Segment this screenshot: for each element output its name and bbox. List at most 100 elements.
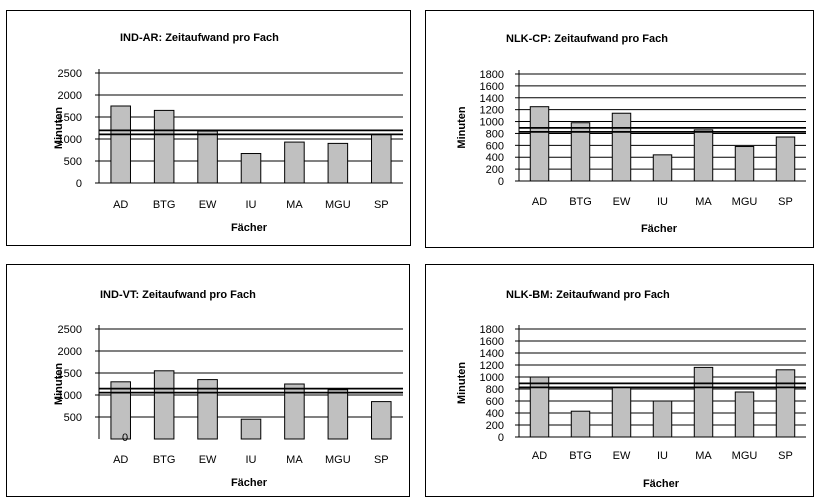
x-tick-label: MGU bbox=[325, 199, 351, 211]
x-tick-label: SP bbox=[374, 199, 389, 211]
y-tick-label: 600 bbox=[486, 396, 504, 408]
x-tick-label: EW bbox=[613, 196, 631, 208]
bar-iu bbox=[652, 154, 673, 182]
y-tick-label: 1500 bbox=[58, 112, 82, 124]
x-tick-label: BTG bbox=[153, 199, 176, 211]
bar-iu bbox=[240, 153, 262, 184]
y-tick-label: 200 bbox=[486, 164, 504, 176]
bar-iu bbox=[652, 400, 673, 438]
y-tick-label: 2000 bbox=[58, 346, 82, 358]
x-tick-label: IU bbox=[657, 196, 668, 208]
bar-sp bbox=[371, 134, 392, 184]
bar-mgu bbox=[327, 389, 349, 440]
y-tick-label: 2000 bbox=[58, 90, 82, 102]
chart-panel-nlk-cp: NLK-CP: Zeitaufwand pro Fach 1800 1600 1400… bbox=[425, 10, 814, 248]
y-tick-label: 800 bbox=[486, 384, 504, 396]
chart-svg: NLK-BM: Zeitaufwand pro Fach 180016001400… bbox=[456, 289, 806, 490]
bar-btg bbox=[153, 109, 175, 184]
x-tick-label: EW bbox=[199, 454, 217, 466]
y-tick-label: 400 bbox=[486, 152, 504, 164]
bar-ma bbox=[284, 141, 305, 184]
y-tick-label: 0 bbox=[498, 176, 504, 188]
bar-iu bbox=[240, 418, 262, 440]
x-axis-label: Fächer bbox=[231, 477, 268, 489]
x-tick-label: MGU bbox=[325, 454, 351, 466]
bar-ew bbox=[611, 386, 632, 438]
y-tick-label: 1600 bbox=[480, 81, 504, 93]
y-tick-label: 1000 bbox=[58, 134, 82, 146]
y-tick-label: 500 bbox=[64, 156, 82, 168]
x-tick-label: SP bbox=[778, 450, 793, 462]
y-tick-label: 1000 bbox=[480, 117, 504, 129]
y-tick-label: 500 bbox=[64, 412, 82, 424]
bar-ma bbox=[284, 383, 305, 440]
x-axis-label: Fächer bbox=[641, 223, 678, 235]
bar-mgu bbox=[327, 142, 349, 184]
x-tick-label: IU bbox=[657, 450, 668, 462]
x-tick-label: IU bbox=[246, 199, 257, 211]
bar-btg bbox=[153, 370, 175, 440]
y-tick-label: 1200 bbox=[480, 105, 504, 117]
bar-ew bbox=[197, 130, 218, 184]
bar-ma bbox=[693, 129, 714, 182]
bar-sp bbox=[775, 136, 796, 182]
x-tick-label: AD bbox=[113, 199, 128, 211]
y-tick-label: 1400 bbox=[480, 348, 504, 360]
x-tick-label: MA bbox=[286, 454, 303, 466]
bar-ew bbox=[197, 379, 218, 440]
y-tick-label: 800 bbox=[486, 128, 504, 140]
y-tick-label: 1500 bbox=[58, 368, 82, 380]
x-tick-label: MGU bbox=[732, 450, 758, 462]
chart-svg: IND-AR: Zeitaufwand pro Fach 2500 2000 1500… bbox=[53, 32, 403, 234]
y-axis-label: Minuten bbox=[456, 362, 468, 404]
x-tick-label: MGU bbox=[732, 196, 758, 208]
y-tick-label: 0 bbox=[76, 178, 82, 190]
y-tick-label: 1800 bbox=[480, 324, 504, 336]
y-tick-label: 1400 bbox=[480, 93, 504, 105]
x-tick-label: EW bbox=[199, 199, 217, 211]
x-tick-label: BTG bbox=[569, 450, 592, 462]
x-tick-label: AD bbox=[113, 454, 128, 466]
y-tick-label: 200 bbox=[486, 420, 504, 432]
chart-title: NLK-BM: Zeitaufwand pro Fach bbox=[506, 289, 670, 301]
y-tick-label: 1000 bbox=[58, 390, 82, 402]
chart-svg: NLK-CP: Zeitaufwand pro Fach 180016001400… bbox=[456, 33, 806, 235]
x-tick-label: AD bbox=[532, 196, 547, 208]
y-tick-label: 400 bbox=[486, 408, 504, 420]
y-tick-label: 1800 bbox=[480, 69, 504, 81]
x-tick-label: IU bbox=[246, 454, 257, 466]
x-tick-label: MA bbox=[695, 196, 712, 208]
y-tick-label: 1600 bbox=[480, 336, 504, 348]
bar-sp bbox=[775, 369, 796, 438]
y-tick-label: 1000 bbox=[480, 372, 504, 384]
annotation-label: 0 bbox=[122, 432, 128, 444]
bar-ad bbox=[529, 376, 550, 438]
chart-title: IND-AR: Zeitaufwand pro Fach bbox=[120, 32, 279, 44]
chart-panel-ind-vt: IND-VT: Zeitaufwand pro Fach 2500 2000 1500… bbox=[6, 264, 410, 497]
bar-ew bbox=[611, 112, 632, 182]
x-tick-label: BTG bbox=[153, 454, 176, 466]
y-tick-label: 1200 bbox=[480, 360, 504, 372]
y-axis-label: Minuten bbox=[53, 363, 65, 405]
x-tick-label: EW bbox=[613, 450, 631, 462]
bar-ad bbox=[529, 106, 550, 182]
x-tick-label: MA bbox=[286, 199, 303, 211]
y-tick-label: 600 bbox=[486, 140, 504, 152]
y-tick-label: 2500 bbox=[58, 68, 82, 80]
chart-svg: IND-VT: Zeitaufwand pro Fach 2500 2000 1500… bbox=[53, 289, 403, 489]
y-tick-label: 0 bbox=[498, 432, 504, 444]
x-tick-label: SP bbox=[374, 454, 389, 466]
chart-title: IND-VT: Zeitaufwand pro Fach bbox=[100, 289, 256, 301]
x-tick-label: AD bbox=[532, 450, 547, 462]
bar-mgu bbox=[734, 146, 755, 182]
x-tick-label: MA bbox=[695, 450, 712, 462]
y-tick-label: 2500 bbox=[58, 324, 82, 336]
chart-title: NLK-CP: Zeitaufwand pro Fach bbox=[506, 33, 668, 45]
x-axis-label: Fächer bbox=[231, 222, 268, 234]
x-axis-label: Fächer bbox=[643, 478, 680, 490]
y-axis-label: Minuten bbox=[456, 106, 468, 148]
bar-ma bbox=[693, 366, 714, 438]
bar-sp bbox=[371, 401, 392, 440]
bar-btg bbox=[570, 122, 591, 182]
x-tick-label: BTG bbox=[569, 196, 592, 208]
